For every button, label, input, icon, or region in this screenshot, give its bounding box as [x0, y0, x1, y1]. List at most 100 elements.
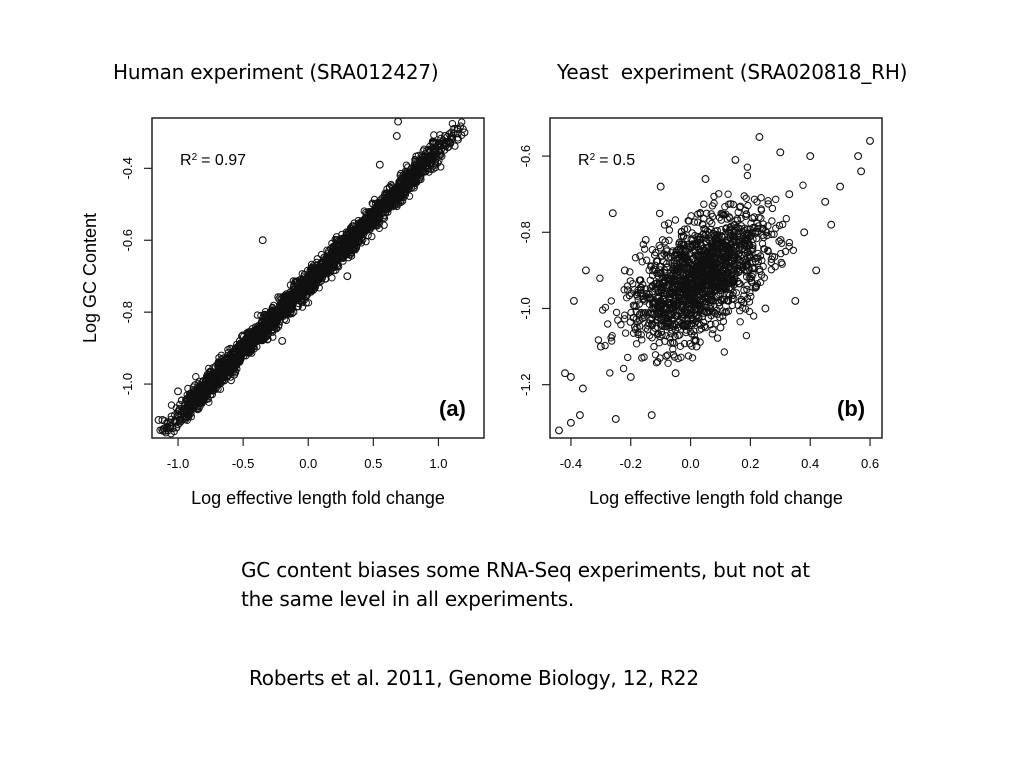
cloud-point: [753, 225, 762, 233]
cloud-point: [733, 216, 742, 225]
panel-a-r2-label: R2 = 0.97: [180, 152, 246, 170]
data-point: [806, 152, 815, 161]
data-point: [343, 272, 352, 281]
cloud-point: [341, 242, 350, 250]
x-tick-label: -0.4: [560, 456, 582, 471]
cloud-point: [654, 358, 662, 366]
cloud-point: [233, 345, 241, 353]
cloud-point: [318, 273, 327, 282]
cloud-point: [685, 265, 694, 273]
cloud-point: [775, 237, 783, 246]
cloud-point: [675, 246, 684, 255]
cloud-point: [740, 286, 748, 294]
data-point: [836, 182, 845, 191]
cloud-point: [704, 251, 713, 259]
cloud-point: [706, 217, 714, 225]
cloud-point: [670, 322, 678, 331]
cloud-point: [749, 223, 757, 232]
cloud-point: [662, 252, 670, 260]
y-tick-label: -1.0: [120, 373, 135, 395]
data-point: [656, 182, 665, 191]
cloud-point: [754, 257, 762, 266]
cloud-point: [419, 158, 427, 166]
panel-a-r2-exponent: 2: [192, 152, 198, 163]
cloud-point: [768, 230, 776, 239]
panel-b-y-ticks: -1.2 -1.0 -0.8 -0.6: [518, 145, 550, 396]
cloud-point: [694, 251, 703, 259]
cloud-point: [617, 321, 625, 329]
data-point: [304, 279, 313, 288]
cloud-point: [632, 307, 640, 316]
cloud-point: [664, 219, 673, 227]
cloud-point: [672, 263, 681, 271]
cloud-point: [744, 254, 752, 262]
cloud-point: [684, 273, 692, 282]
cloud-point: [657, 315, 665, 324]
cloud-point: [396, 186, 404, 195]
data-point: [857, 167, 866, 176]
cloud-point: [719, 266, 727, 275]
cloud-point: [789, 246, 797, 255]
cloud-point: [696, 276, 705, 285]
cloud-point: [747, 292, 755, 301]
cloud-point: [745, 298, 754, 306]
data-point: [356, 221, 365, 230]
cloud-point: [743, 171, 752, 180]
cloud-point: [691, 319, 699, 327]
cloud-point: [727, 257, 736, 265]
cloud-point: [326, 251, 335, 259]
cloud-point: [642, 256, 651, 264]
cloud-point: [743, 225, 752, 233]
cloud-point: [713, 334, 722, 342]
cloud-point: [645, 266, 653, 274]
cloud-point: [661, 238, 669, 246]
cloud-point: [648, 315, 656, 323]
cloud-point: [734, 208, 742, 216]
panel-a-x-axis-label: Log effective length fold change: [191, 488, 445, 508]
cloud-point: [637, 331, 645, 339]
data-point: [569, 296, 578, 305]
cloud-point: [715, 250, 723, 258]
panel-a-r2-value: = 0.97: [201, 152, 246, 169]
cloud-point: [351, 230, 360, 239]
cloud-point: [308, 263, 316, 272]
data-point: [330, 250, 339, 259]
cloud-point: [737, 295, 745, 304]
cloud-point: [689, 302, 697, 311]
cloud-point: [640, 295, 648, 303]
cloud-point: [700, 322, 709, 331]
cloud-point: [686, 275, 695, 284]
x-tick-label: 0.4: [801, 456, 819, 471]
cloud-point: [724, 231, 732, 239]
cloud-point: [639, 311, 648, 319]
x-tick-label: -0.5: [232, 456, 254, 471]
cloud-point: [662, 352, 670, 360]
y-tick-label: -0.4: [120, 157, 135, 179]
cloud-point: [727, 244, 736, 253]
cloud-point: [772, 195, 780, 204]
panel-b-x-ticks: -0.4 -0.2 0.0 0.2 0.4 0.6: [560, 438, 879, 471]
data-point: [206, 376, 215, 385]
data-point: [213, 372, 222, 381]
cloud-point: [661, 273, 670, 282]
cloud-point: [352, 222, 360, 230]
cloud-point: [707, 297, 715, 305]
cloud-point: [711, 320, 720, 328]
cloud-point: [696, 210, 704, 218]
data-point: [200, 383, 209, 392]
data-point: [158, 416, 167, 424]
cloud-point: [694, 218, 702, 226]
cloud-point: [726, 229, 734, 238]
cloud-point: [328, 239, 336, 248]
cloud-point: [741, 266, 749, 274]
cloud-point: [732, 289, 740, 297]
cloud-point: [726, 276, 734, 284]
cloud-point: [723, 215, 731, 223]
panel-a-label: (a): [439, 396, 466, 421]
cloud-point: [753, 198, 761, 206]
cloud-point: [688, 342, 696, 350]
cloud-point: [721, 203, 729, 211]
data-point: [193, 390, 202, 399]
panel-a-x-ticks: -1.0 -0.5 0.0 0.5 1.0: [167, 438, 447, 471]
cloud-point: [342, 228, 351, 236]
